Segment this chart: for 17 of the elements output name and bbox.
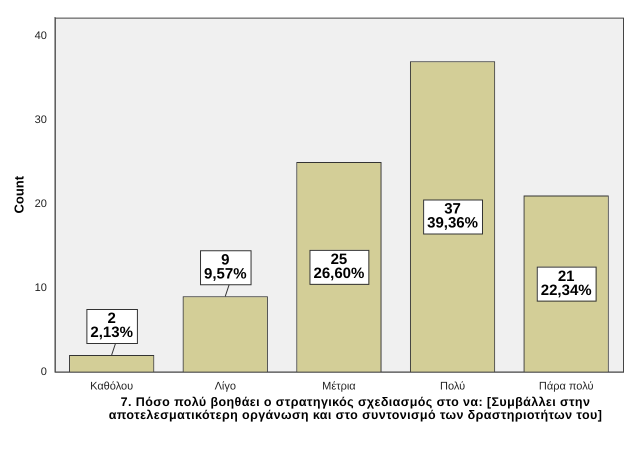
data-label: 21 22,34%: [540, 268, 592, 299]
data-label: 37 39,36%: [427, 200, 478, 232]
y-tick-label: 0: [40, 366, 47, 378]
x-tick-label: Λίγο: [214, 380, 236, 392]
y-tick-label: 40: [34, 30, 47, 42]
data-label: 2 2,13%: [90, 310, 133, 342]
y-tick-label: 20: [34, 198, 47, 210]
data-label: 9 9,57%: [204, 251, 247, 282]
y-tick-label: 30: [34, 114, 47, 126]
x-tick-label: Μέτρια: [322, 380, 356, 392]
x-axis-title: 7. Πόσο πολύ βοηθάει ο στρατηγικός σχεδιασμός στο να: [Συμβάλλει στην αποτελεσματικότερη οργάνωση και στο συντονισμό των δραστηριοτήτων του]: [108, 395, 604, 422]
x-tick-label: Πάρα πολύ: [538, 380, 594, 392]
x-tick-label: Καθόλου: [90, 380, 134, 392]
y-tick-label: 10: [34, 282, 47, 294]
data-label: 25 26,60%: [313, 251, 364, 282]
y-axis-title: Count: [11, 175, 26, 214]
x-tick-label: Πολύ: [440, 380, 466, 392]
